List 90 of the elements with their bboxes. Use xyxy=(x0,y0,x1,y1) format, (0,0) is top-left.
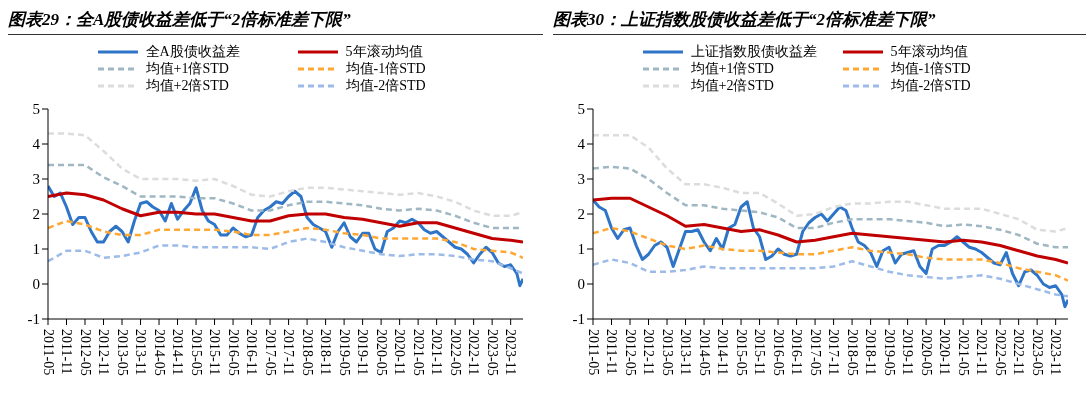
line-series xyxy=(48,191,523,244)
x-tick-label: 2012-11 xyxy=(96,329,112,376)
legend-label: 上证指数股债收益差 xyxy=(690,43,817,60)
legend-label: 均值+1倍STD xyxy=(145,60,229,77)
x-tick-label: 2020-11 xyxy=(392,329,408,376)
x-tick-label: 2015-11 xyxy=(207,329,223,376)
x-tick-label: 2015-05 xyxy=(733,329,749,376)
x-tick-label: 2014-05 xyxy=(151,329,167,376)
line-series xyxy=(593,226,1068,282)
legend-label: 5年滚动均值 xyxy=(890,43,968,60)
line-series xyxy=(593,165,1068,249)
x-tick-label: 2012-05 xyxy=(622,329,638,376)
x-tick-label: 2017-05 xyxy=(807,329,823,376)
y-tick-label: 2 xyxy=(577,206,585,223)
x-tick-label: 2011-11 xyxy=(59,329,75,375)
x-tick-label: 2021-11 xyxy=(974,329,990,376)
x-tick-label: 2020-05 xyxy=(918,329,934,376)
x-tick-label: 2020-11 xyxy=(937,329,953,376)
y-tick-label: 3 xyxy=(32,171,40,188)
x-tick-label: 2018-11 xyxy=(318,329,334,376)
legend-label: 5年滚动均值 xyxy=(345,43,423,60)
x-tick-label: 2017-11 xyxy=(281,329,297,376)
legend-label: 均值+1倍STD xyxy=(690,60,774,77)
x-tick-label: 2014-05 xyxy=(696,329,712,376)
y-tick-label: 4 xyxy=(577,136,586,153)
x-tick-label: 2016-11 xyxy=(244,329,260,376)
x-tick-label: 2021-11 xyxy=(429,329,445,376)
legend-label: 均值-2倍STD xyxy=(345,77,426,94)
line-series xyxy=(48,132,523,217)
legend-label: 均值-1倍STD xyxy=(890,60,971,77)
y-tick-label: 3 xyxy=(577,171,585,188)
y-tick-label: 0 xyxy=(577,276,585,293)
x-tick-label: 2011-11 xyxy=(604,329,620,375)
x-tick-label: 2017-11 xyxy=(826,329,842,376)
y-tick-label: 4 xyxy=(32,136,41,153)
y-tick-label: 1 xyxy=(32,241,40,258)
chart-title: 图表30：上证指数股债收益差低于“2倍标准差下限” xyxy=(553,8,1086,35)
x-tick-label: 2015-11 xyxy=(752,329,768,376)
x-tick-label: 2021-05 xyxy=(955,329,971,376)
x-tick-label: 2018-05 xyxy=(844,329,860,376)
legend-label: 全A股债收益差 xyxy=(145,43,240,60)
x-tick-label: 2017-05 xyxy=(262,329,278,376)
x-tick-label: 2019-11 xyxy=(900,329,916,376)
x-tick-label: 2019-11 xyxy=(355,329,371,376)
x-tick-label: 2022-05 xyxy=(992,329,1008,376)
x-tick-label: 2022-05 xyxy=(447,329,463,376)
x-tick-label: 2011-05 xyxy=(40,329,56,376)
x-tick-label: 2012-11 xyxy=(641,329,657,376)
y-tick-label: 0 xyxy=(32,276,40,293)
x-tick-label: 2015-05 xyxy=(188,329,204,376)
y-tick-label: 5 xyxy=(32,101,40,118)
line-series xyxy=(48,237,523,275)
x-tick-label: 2023-05 xyxy=(1029,329,1045,376)
x-tick-label: 2022-11 xyxy=(466,329,482,376)
x-tick-label: 2023-11 xyxy=(1048,329,1064,376)
line-series xyxy=(48,219,523,259)
x-tick-label: 2023-05 xyxy=(484,329,500,376)
y-tick-label: 1 xyxy=(577,241,585,258)
y-tick-label: 5 xyxy=(577,101,585,118)
chart-title: 图表29：全A股债收益差低于“2倍标准差下限” xyxy=(8,8,543,35)
line-series xyxy=(593,198,1068,309)
y-tick-label: -1 xyxy=(572,311,585,328)
x-tick-label: 2013-11 xyxy=(678,329,694,376)
x-tick-label: 2014-11 xyxy=(715,329,731,376)
x-tick-label: 2016-05 xyxy=(225,329,241,376)
x-tick-label: 2019-05 xyxy=(881,329,897,376)
y-tick-label: 2 xyxy=(32,206,40,223)
x-tick-label: 2021-05 xyxy=(410,329,426,376)
line-series xyxy=(593,196,1068,265)
x-tick-label: 2020-05 xyxy=(373,329,389,376)
x-tick-label: 2014-11 xyxy=(170,329,186,376)
x-tick-label: 2012-05 xyxy=(77,329,93,376)
legend-label: 均值-2倍STD xyxy=(890,77,971,94)
x-tick-label: 2022-11 xyxy=(1011,329,1027,376)
x-tick-label: 2011-05 xyxy=(585,329,601,376)
x-tick-label: 2013-05 xyxy=(659,329,675,376)
line-series xyxy=(593,134,1068,233)
x-tick-label: 2018-11 xyxy=(863,329,879,376)
legend-label: 均值+2倍STD xyxy=(690,77,774,94)
x-tick-label: 2013-11 xyxy=(133,329,149,376)
line-series xyxy=(593,258,1068,298)
x-tick-label: 2019-05 xyxy=(336,329,352,376)
x-tick-label: 2023-11 xyxy=(503,329,519,376)
x-tick-label: 2013-05 xyxy=(114,329,130,376)
y-tick-label: -1 xyxy=(27,311,40,328)
x-tick-label: 2016-11 xyxy=(789,329,805,376)
x-tick-label: 2016-05 xyxy=(770,329,786,376)
legend-label: 均值-1倍STD xyxy=(345,60,426,77)
x-tick-label: 2018-05 xyxy=(299,329,315,376)
legend-label: 均值+2倍STD xyxy=(145,77,229,94)
